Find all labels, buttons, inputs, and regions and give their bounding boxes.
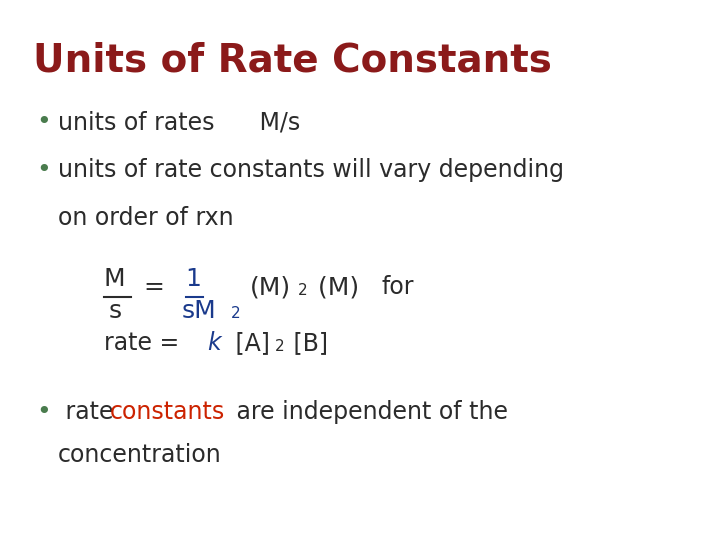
Text: concentration: concentration [58, 443, 221, 467]
Text: s: s [109, 299, 122, 323]
Text: on order of rxn: on order of rxn [58, 206, 233, 230]
Text: •: • [36, 158, 51, 183]
Text: =: = [143, 275, 164, 299]
Text: [A]: [A] [228, 331, 270, 355]
Text: units of rates      M/s: units of rates M/s [58, 111, 300, 134]
Text: •: • [36, 400, 51, 424]
Text: for: for [382, 275, 414, 299]
Text: 2: 2 [274, 339, 284, 354]
Text: rate: rate [58, 400, 120, 424]
Text: 1: 1 [186, 267, 202, 292]
Text: are independent of the: are independent of the [229, 400, 508, 424]
Text: rate =: rate = [104, 331, 186, 355]
Text: 2: 2 [298, 284, 307, 298]
Text: 2: 2 [230, 306, 240, 321]
Text: Units of Rate Constants: Units of Rate Constants [32, 42, 552, 79]
Text: [B]: [B] [286, 331, 328, 355]
Text: •: • [36, 111, 51, 134]
Text: M: M [104, 267, 125, 292]
Text: constants: constants [109, 400, 225, 424]
Text: (M): (M) [310, 275, 359, 299]
Text: (M): (M) [250, 275, 291, 299]
Text: sM: sM [182, 299, 217, 323]
Text: k: k [207, 331, 220, 355]
Text: units of rate constants will vary depending: units of rate constants will vary depend… [58, 158, 564, 183]
